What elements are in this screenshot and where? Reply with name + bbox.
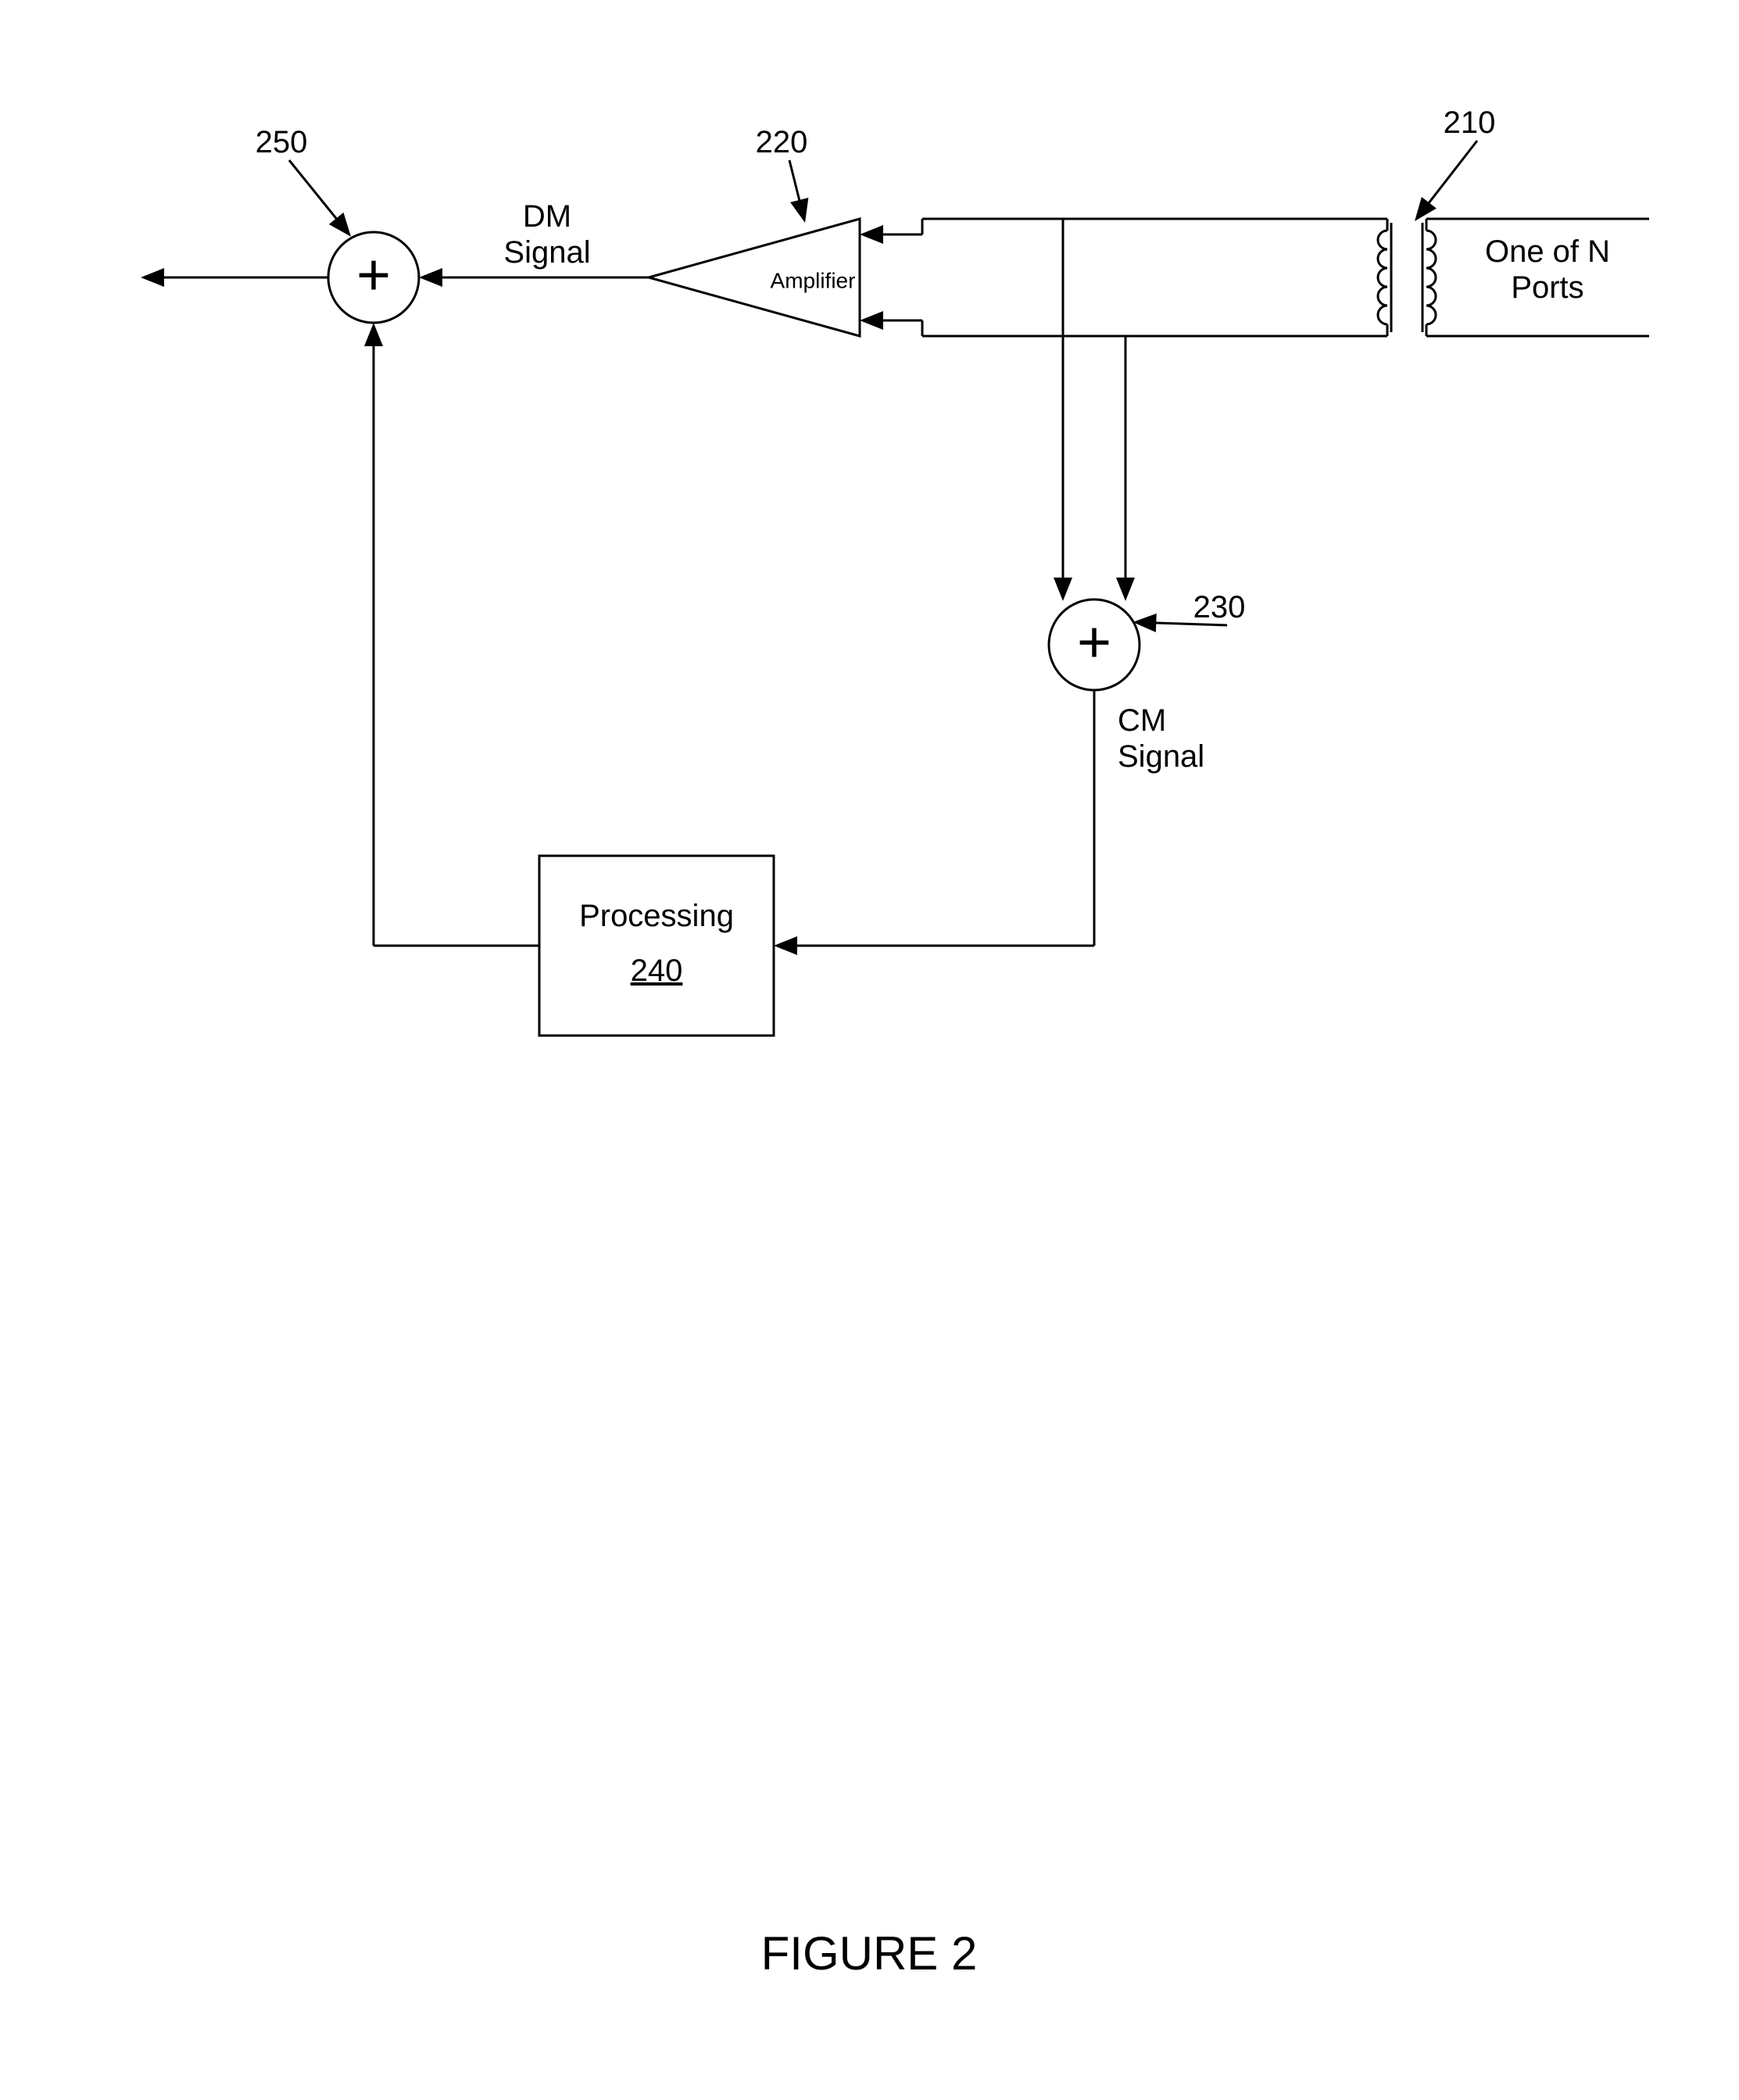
dm-signal-label: DMSignal xyxy=(503,199,590,270)
svg-text:+: + xyxy=(356,241,391,307)
processing-label: Processing xyxy=(579,899,734,933)
amplifier-label: Amplifier xyxy=(771,268,856,292)
figure-caption: FIGURE 2 xyxy=(761,1927,978,1980)
summer-output: + xyxy=(328,232,419,323)
summer-cm: + xyxy=(1049,599,1140,690)
cm-signal-label: CMSignal xyxy=(1118,703,1204,774)
ref-250: 250 xyxy=(256,125,308,159)
ref-220: 220 xyxy=(756,125,808,159)
processing-block: Processing 240 xyxy=(539,856,774,1036)
transformer: One of NPorts xyxy=(1032,219,1649,336)
svg-text:+: + xyxy=(1077,609,1111,674)
signal-diagram: +AmplifierOne of NPortsDMSignal+CMSignal… xyxy=(0,0,1739,2100)
amplifier: Amplifier xyxy=(649,219,860,336)
processing-ref: 240 xyxy=(631,953,683,988)
ref-210: 210 xyxy=(1444,106,1496,140)
transformer-label: One of NPorts xyxy=(1485,234,1610,305)
ref-230: 230 xyxy=(1193,590,1246,624)
